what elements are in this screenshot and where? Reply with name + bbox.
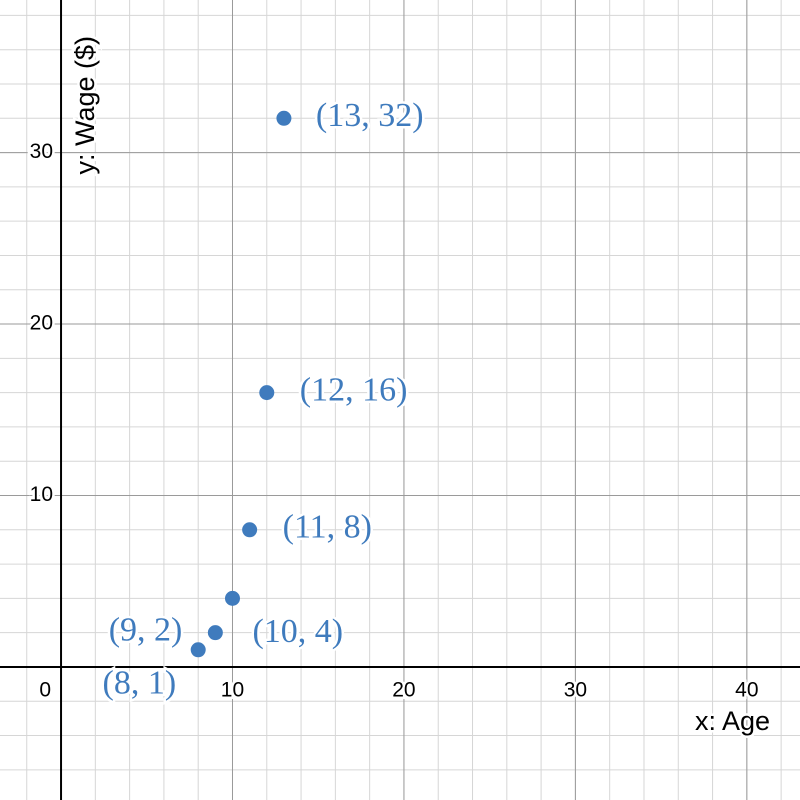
point bbox=[276, 110, 292, 126]
point bbox=[259, 385, 275, 401]
x-axis-title: x: Age bbox=[695, 706, 770, 736]
y-tick-label: 20 bbox=[30, 312, 53, 335]
x-tick-label: 20 bbox=[392, 678, 415, 701]
point bbox=[242, 522, 258, 538]
labels: 0 10 20 30 40 10 20 30 x: Age y: Wage ($) (8, 1) (9… bbox=[27, 34, 772, 739]
point-label: (13, 32) bbox=[316, 97, 424, 134]
point-label: (12, 16) bbox=[300, 371, 408, 408]
point bbox=[224, 590, 240, 606]
x-tick-label: 10 bbox=[221, 678, 244, 701]
y-tick-label: 10 bbox=[30, 483, 53, 506]
point-label: (9, 2) bbox=[109, 611, 183, 648]
x-tick-label: 0 bbox=[39, 678, 51, 701]
point-label: (11, 8) bbox=[283, 509, 372, 546]
marks bbox=[190, 110, 292, 658]
point-label: (10, 4) bbox=[252, 613, 343, 650]
point bbox=[207, 625, 223, 641]
x-tick-label: 40 bbox=[735, 678, 758, 701]
y-tick-label: 30 bbox=[30, 140, 53, 163]
point-label: (8, 1) bbox=[103, 665, 177, 702]
point bbox=[190, 642, 206, 658]
y-axis-title: y: Wage ($) bbox=[70, 36, 100, 175]
x-tick-label: 30 bbox=[564, 678, 587, 701]
